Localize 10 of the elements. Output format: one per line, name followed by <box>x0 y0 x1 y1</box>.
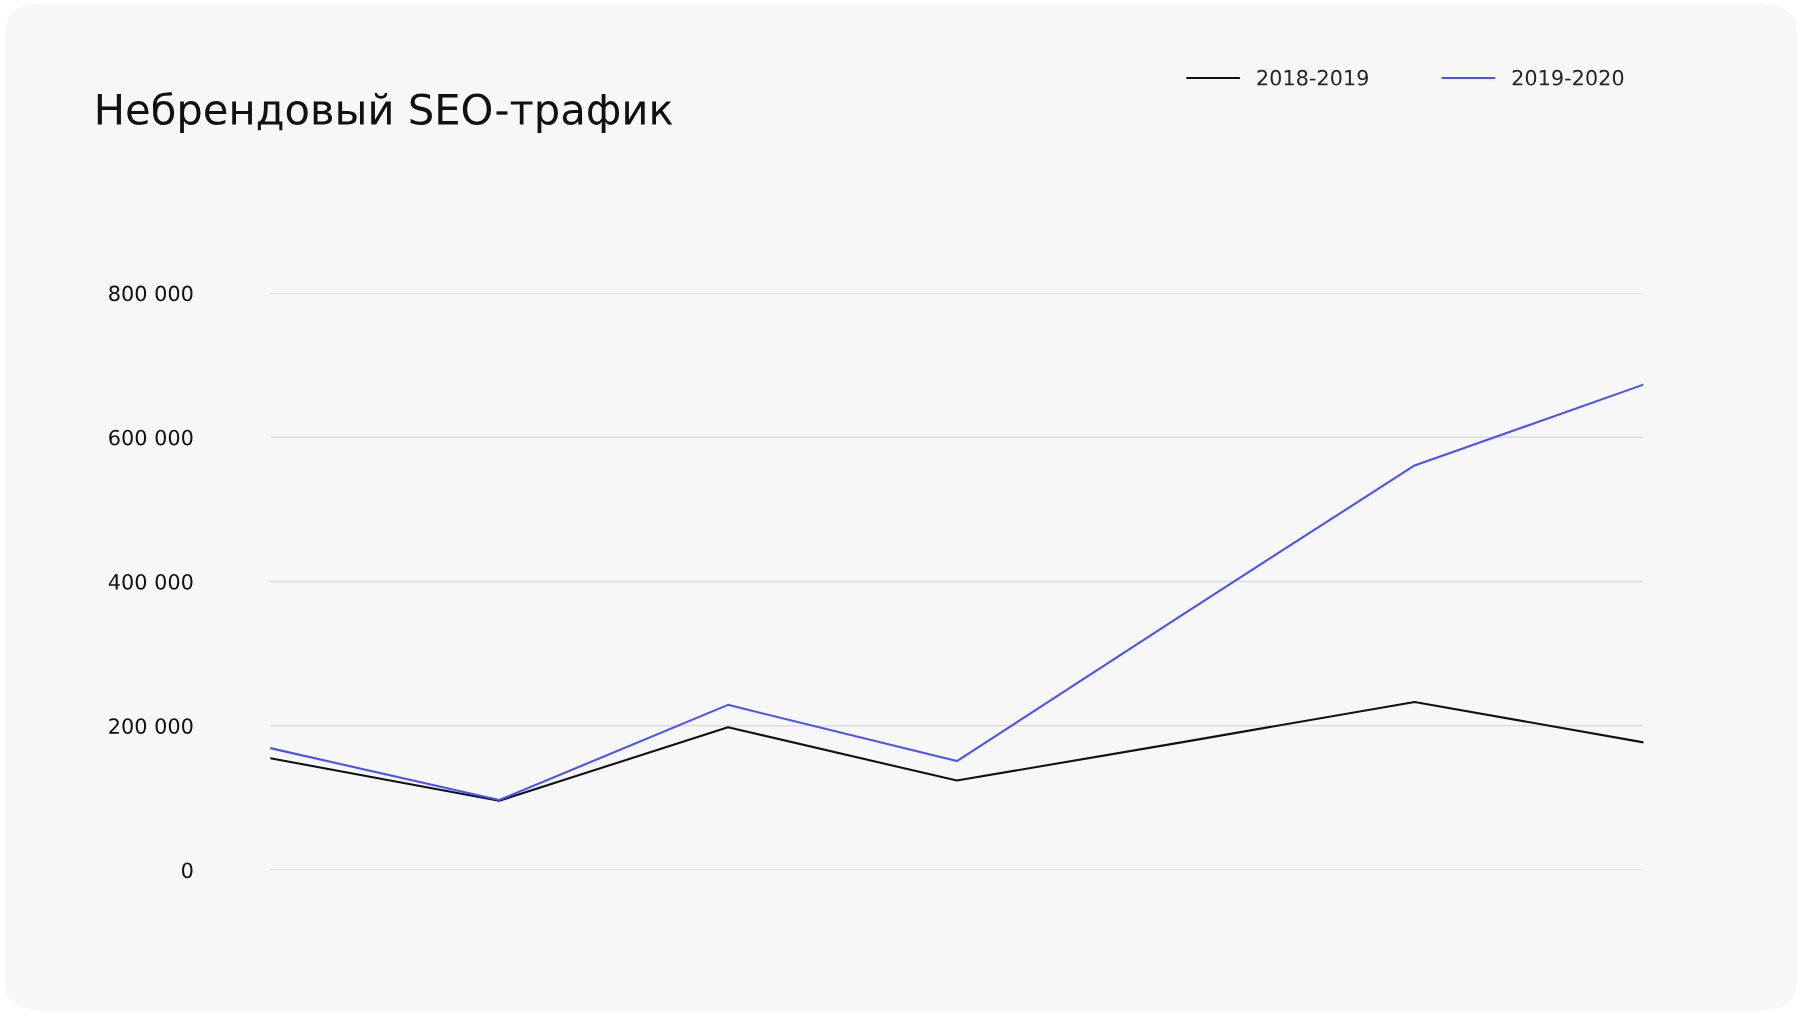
line-series <box>270 700 1644 802</box>
y-tick-label: 400 000 <box>108 573 193 590</box>
y-tick-label: 200 000 <box>109 718 193 734</box>
legend-label: 2018-2019 <box>1257 69 1368 86</box>
y-tick-label: 600 000 <box>109 429 193 446</box>
y-tick-label: 800 000 <box>109 285 193 302</box>
legend-label: 2019-2020 <box>1512 69 1624 86</box>
line-series <box>270 383 1644 802</box>
chart-title: Небрендовый SEO-трафик <box>97 92 673 134</box>
y-tick-label: 0 <box>182 862 193 879</box>
